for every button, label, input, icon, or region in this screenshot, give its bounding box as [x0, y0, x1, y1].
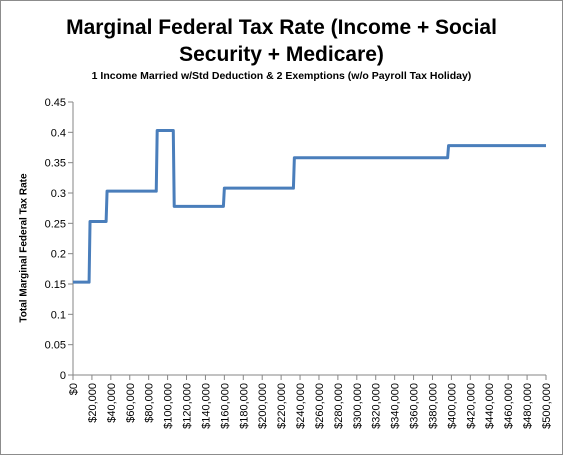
y-tick-label: 0.3 [51, 188, 66, 200]
x-tick-label: $320,000 [371, 383, 383, 429]
y-tick-label: 0.15 [45, 279, 66, 291]
y-tick-label: 0.1 [51, 309, 66, 321]
series-group [73, 129, 546, 284]
y-tick-labels: 0 0.05 0.1 0.15 0.2 0.25 0.3 0.35 0.4 0.45 [45, 97, 66, 382]
x-tick-label: $280,000 [333, 383, 345, 429]
y-tick-label: 0.05 [45, 340, 66, 352]
x-tick-label: $140,000 [200, 383, 212, 429]
x-tick-label: $460,000 [503, 383, 515, 429]
x-tick-label: $340,000 [390, 383, 402, 429]
x-tick-label: $300,000 [352, 383, 364, 429]
x-tick-label: $40,000 [106, 383, 118, 423]
x-tick-label: $500,000 [541, 383, 553, 429]
x-tick-label: $80,000 [144, 383, 156, 423]
chart-title: Marginal Federal Tax Rate (Income + Soci… [0, 14, 563, 68]
x-tick-label: $260,000 [314, 383, 326, 429]
x-tick-label: $180,000 [238, 383, 250, 429]
x-tick-label: $120,000 [182, 383, 194, 429]
x-tick-label: $360,000 [409, 383, 421, 429]
chart-title-line-1: Marginal Federal Tax Rate (Income + Soci… [66, 16, 497, 39]
x-tick-label: $420,000 [465, 383, 477, 429]
chart-subtitle: 1 Income Married w/Std Deduction & 2 Exe… [91, 70, 472, 82]
x-tick-label: $100,000 [163, 383, 175, 429]
y-tick-label: 0.45 [45, 97, 66, 109]
x-tick-label: $480,000 [522, 383, 534, 429]
y-tick-label: 0 [60, 370, 66, 382]
x-tick-label: $60,000 [125, 383, 137, 423]
x-tick-label: $20,000 [87, 383, 99, 423]
x-tick-label: $220,000 [276, 383, 288, 429]
y-tick-label: 0.35 [45, 158, 66, 170]
x-tick-label: $240,000 [295, 383, 307, 429]
x-tick-label: $400,000 [446, 383, 458, 429]
series-line [73, 129, 546, 284]
x-tick-labels: $0 $20,000 $40,000 $60,000 $80,000 $100,000 $1… [68, 383, 553, 429]
axes [68, 101, 547, 380]
x-tick-label: $440,000 [484, 383, 496, 429]
x-tick-label: $0 [68, 383, 80, 395]
x-tick-label: $200,000 [257, 383, 269, 429]
x-tick-label: $160,000 [219, 383, 231, 429]
y-tick-label: 0.4 [51, 127, 66, 139]
y-tick-label: 0.25 [45, 218, 66, 230]
chart-title-line-2: Security + Medicare) [179, 43, 384, 66]
x-tick-label: $380,000 [427, 383, 439, 429]
y-tick-label: 0.2 [51, 249, 66, 261]
